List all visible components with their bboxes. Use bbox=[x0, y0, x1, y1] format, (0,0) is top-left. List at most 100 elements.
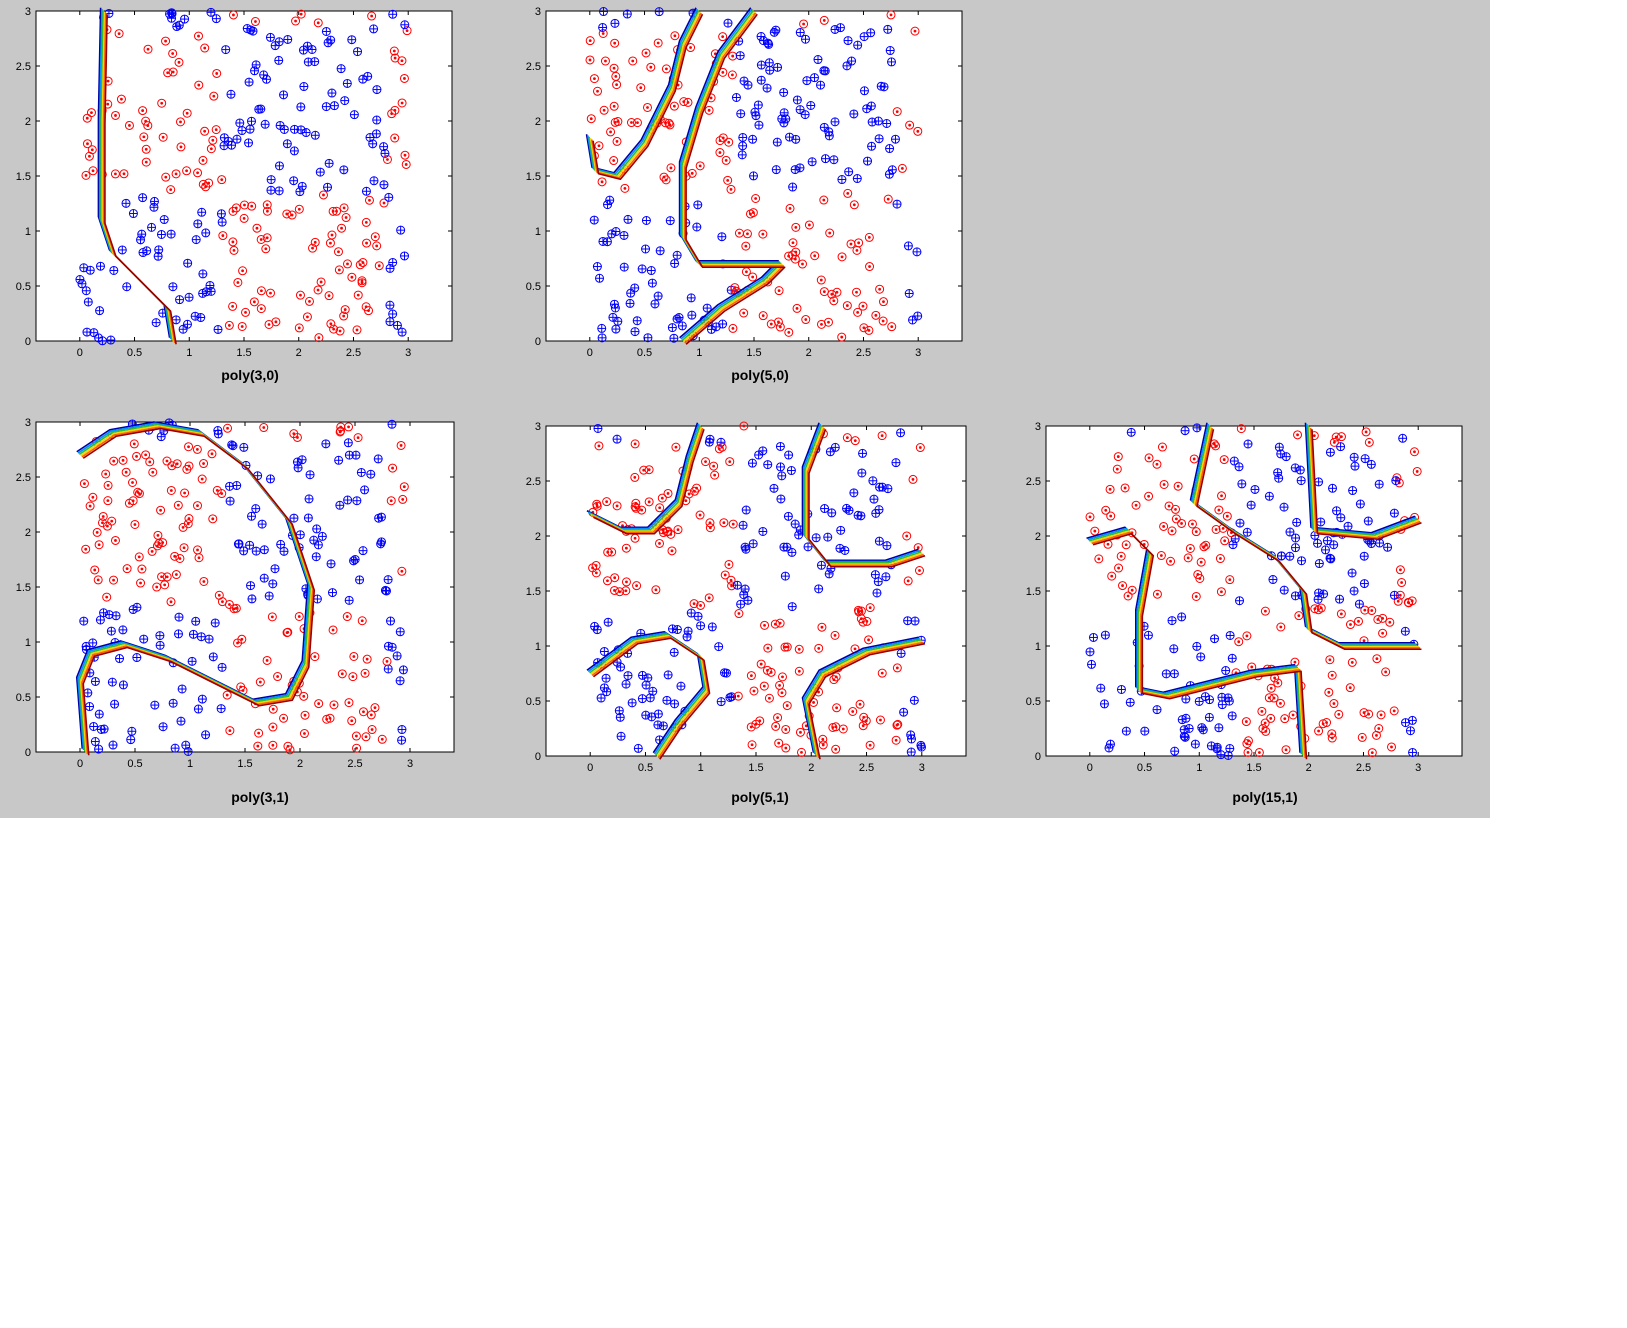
red-point bbox=[139, 132, 149, 142]
decision-boundary bbox=[585, 7, 704, 181]
red-point bbox=[673, 525, 683, 535]
blue-point bbox=[85, 702, 95, 712]
blue-point bbox=[842, 503, 852, 513]
blue-point bbox=[366, 469, 376, 479]
blue-point bbox=[1224, 696, 1234, 706]
red-point bbox=[93, 575, 103, 585]
blue-point bbox=[183, 258, 193, 268]
red-point bbox=[760, 620, 770, 630]
blue-point bbox=[866, 101, 876, 111]
blue-point bbox=[385, 263, 395, 273]
red-point bbox=[717, 442, 727, 452]
boundary-band bbox=[588, 9, 700, 177]
blue-point bbox=[95, 261, 105, 271]
red-point bbox=[723, 175, 733, 185]
blue-point bbox=[748, 539, 758, 549]
red-point bbox=[1345, 620, 1355, 630]
red-point bbox=[865, 262, 875, 272]
red-point bbox=[1243, 747, 1253, 757]
blue-point bbox=[213, 429, 223, 439]
blue-point bbox=[244, 138, 254, 148]
red-point bbox=[351, 731, 361, 741]
blue-point bbox=[824, 127, 834, 137]
blue-point bbox=[309, 535, 319, 545]
blue-point bbox=[1235, 518, 1245, 528]
blue-point bbox=[1181, 713, 1191, 723]
red-point bbox=[361, 217, 371, 227]
blue-point bbox=[246, 581, 256, 591]
blue-point bbox=[301, 128, 311, 138]
red-point bbox=[1185, 543, 1195, 553]
plot-panel-poly-3-0: poly(3,0) 0 0.5 1 1.5 2 2.5 3 0 0.5 1 1.5 2 2.5 3 bbox=[16, 6, 453, 383]
red-point bbox=[81, 170, 91, 180]
blue-point bbox=[1096, 683, 1106, 693]
red-point bbox=[816, 319, 826, 329]
blue-point bbox=[257, 519, 267, 529]
blue-point bbox=[626, 288, 636, 298]
red-point bbox=[748, 272, 758, 282]
red-point bbox=[591, 560, 601, 570]
red-point bbox=[704, 105, 714, 115]
blue-point bbox=[692, 222, 702, 232]
red-point bbox=[180, 488, 190, 498]
blue-point bbox=[1405, 726, 1415, 736]
x-tick-label: 2.5 bbox=[347, 758, 362, 770]
red-point bbox=[858, 301, 868, 311]
red-point bbox=[218, 231, 228, 241]
blue-point bbox=[738, 141, 748, 151]
red-point bbox=[843, 188, 853, 198]
decision-boundary bbox=[1189, 422, 1422, 651]
red-point bbox=[265, 288, 275, 298]
blue-point bbox=[1234, 462, 1244, 472]
blue-point bbox=[83, 688, 93, 698]
red-point bbox=[799, 19, 809, 29]
red-point bbox=[771, 721, 781, 731]
red-point bbox=[610, 38, 620, 48]
red-point bbox=[1354, 616, 1364, 626]
red-point bbox=[598, 29, 608, 39]
red-point bbox=[852, 287, 862, 297]
blue-point bbox=[339, 165, 349, 175]
blue-point bbox=[874, 505, 884, 515]
red-point bbox=[734, 609, 744, 619]
red-point bbox=[615, 587, 625, 597]
red-point bbox=[864, 325, 874, 335]
blue-point bbox=[206, 286, 216, 296]
red-point bbox=[357, 616, 367, 626]
blue-point bbox=[239, 442, 249, 452]
red-point bbox=[850, 436, 860, 446]
blue-point bbox=[647, 278, 657, 288]
red-point bbox=[1266, 683, 1276, 693]
blue-point bbox=[611, 324, 621, 334]
blue-point bbox=[616, 731, 626, 741]
blue-point bbox=[197, 207, 207, 217]
red-point bbox=[335, 427, 345, 437]
red-point bbox=[367, 11, 377, 21]
blue-point bbox=[807, 157, 817, 167]
blue-point bbox=[777, 114, 787, 124]
blue-point bbox=[777, 471, 787, 481]
blue-point bbox=[849, 109, 859, 119]
blue-point bbox=[88, 638, 98, 648]
blue-point bbox=[260, 119, 270, 129]
blue-point bbox=[765, 65, 775, 75]
red-point bbox=[1294, 611, 1304, 621]
blue-point bbox=[603, 200, 613, 210]
red-point bbox=[397, 98, 407, 108]
blue-point bbox=[641, 216, 651, 226]
red-point bbox=[102, 592, 112, 602]
x-tick-label: 3 bbox=[407, 758, 413, 770]
blue-point bbox=[234, 539, 244, 549]
red-point bbox=[1276, 622, 1286, 632]
red-point bbox=[599, 105, 609, 115]
blue-point bbox=[216, 704, 226, 714]
red-point bbox=[148, 467, 158, 477]
blue-point bbox=[1329, 540, 1339, 550]
red-point bbox=[1144, 453, 1154, 463]
x-tick-label: 0 bbox=[587, 762, 593, 774]
red-point bbox=[225, 726, 235, 736]
red-point bbox=[666, 529, 676, 539]
red-point bbox=[136, 578, 146, 588]
red-point bbox=[1407, 596, 1417, 606]
red-point bbox=[222, 690, 232, 700]
